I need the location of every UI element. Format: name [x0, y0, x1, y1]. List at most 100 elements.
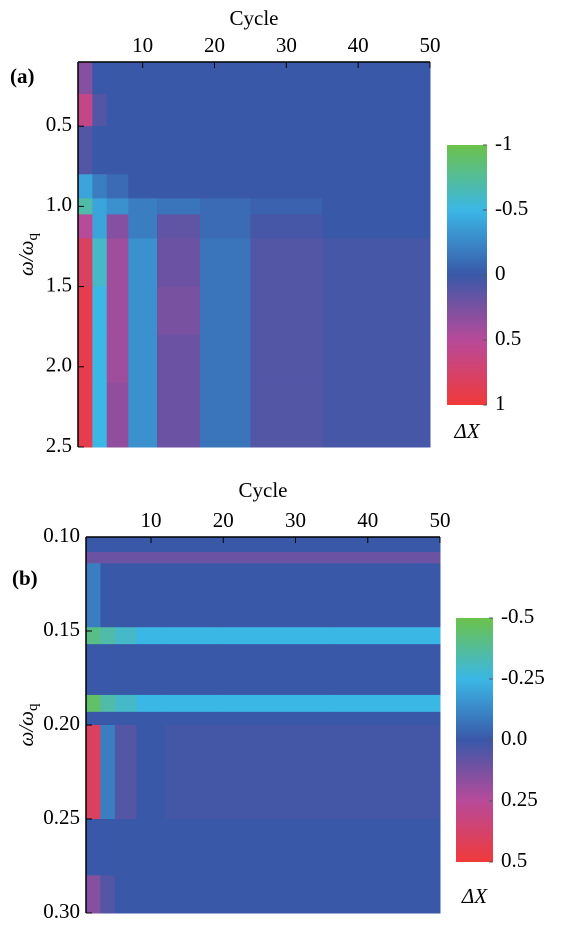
- heatmap-cell: [78, 126, 93, 175]
- heatmap-cell: [78, 174, 93, 199]
- heatmap-cell: [165, 644, 224, 696]
- heatmap-cell: [331, 537, 441, 553]
- heatmap-cell: [128, 94, 158, 127]
- heatmap-cell: [106, 238, 129, 288]
- heatmap-cell: [200, 286, 251, 336]
- heatmap-cell: [106, 286, 129, 336]
- heatmap-cell: [106, 382, 129, 448]
- heatmap-cell: [331, 875, 441, 914]
- heatmap-cell: [86, 537, 101, 553]
- heatmap-cell: [250, 286, 323, 336]
- heatmap-cell: [250, 126, 323, 175]
- heatmap-cell: [200, 214, 251, 239]
- heatmap-cell: [322, 214, 431, 239]
- heatmap-cell: [200, 126, 251, 175]
- heatmap-cell: [250, 214, 323, 239]
- heatmap-cell: [86, 644, 101, 696]
- heatmap-cell: [322, 286, 431, 336]
- heatmap-cell: [157, 382, 201, 448]
- colorbar-label: ΔX: [453, 419, 480, 443]
- heatmap-cell: [128, 198, 158, 215]
- y-tick-label: 0.10: [43, 523, 80, 547]
- heatmap-cell: [78, 238, 93, 288]
- heatmap-cell: [157, 62, 201, 95]
- y-axis-label-main: ω/ω: [14, 711, 38, 747]
- heatmap-cell: [165, 537, 224, 553]
- heatmap-cell: [78, 286, 93, 336]
- heatmap-cell: [223, 537, 333, 553]
- heatmap-cell: [114, 819, 138, 876]
- y-tick-label: 2.5: [46, 433, 72, 457]
- heatmap-cell: [331, 725, 441, 820]
- heatmap-cell: [250, 174, 323, 199]
- heatmap-cell: [322, 62, 431, 95]
- heatmap-cell: [250, 238, 323, 288]
- heatmap-cell: [157, 174, 201, 199]
- heatmap-cell: [128, 286, 158, 336]
- y-axis-label: ω/ωq: [14, 703, 42, 747]
- heatmap-cell: [100, 725, 116, 820]
- x-tick-label: 20: [204, 33, 225, 57]
- colorbar-tick-label: 1: [495, 391, 506, 415]
- heatmap-cell: [223, 875, 333, 914]
- heatmap-cell: [78, 94, 93, 127]
- x-tick-label: 30: [276, 33, 297, 57]
- heatmap-cell: [114, 537, 138, 553]
- heatmap-cell: [165, 627, 224, 645]
- heatmap-cell: [100, 552, 116, 564]
- heatmap-cell: [128, 214, 158, 239]
- heatmap-cell: [157, 286, 201, 336]
- heatmap-cell: [114, 711, 138, 726]
- heatmap-cell: [157, 238, 201, 288]
- colorbar-label: ΔX: [461, 884, 488, 908]
- heatmap-cell: [106, 334, 129, 384]
- heatmap-cell: [100, 694, 116, 713]
- heatmap-cell: [200, 174, 251, 199]
- heatmap-cell: [106, 174, 129, 199]
- heatmap-cell: [165, 694, 224, 713]
- heatmap-cell: [136, 875, 166, 914]
- heatmap-cell: [200, 238, 251, 288]
- heatmap-cell: [136, 563, 166, 628]
- heatmap-cell: [165, 725, 224, 820]
- heatmap-cell: [92, 214, 108, 239]
- heatmap-cell: [165, 819, 224, 876]
- x-tick-label: 50: [430, 508, 451, 532]
- heatmap-cell: [106, 62, 129, 95]
- heatmap-cell: [331, 627, 441, 645]
- heatmap-cell: [331, 563, 441, 628]
- y-tick-label: 0.20: [43, 711, 80, 735]
- colorbar-tick-label: 0.5: [501, 848, 527, 872]
- y-tick-label: 0.5: [46, 112, 72, 136]
- heatmap-cell: [78, 214, 93, 239]
- y-tick-label: 1.5: [46, 272, 72, 296]
- heatmap-cell: [92, 198, 108, 215]
- heatmap-cell: [100, 711, 116, 726]
- colorbar-tick-label: -0.5: [501, 604, 534, 628]
- colorbar-tick-label: -1: [495, 131, 513, 155]
- heatmap-cell: [331, 644, 441, 696]
- heatmap-cell: [157, 198, 201, 215]
- heatmap-cell: [136, 819, 166, 876]
- y-tick-label: 0.30: [43, 899, 80, 923]
- y-tick-label: 2.0: [46, 353, 72, 377]
- heatmap-cell: [223, 725, 333, 820]
- heatmap-cell: [78, 62, 93, 95]
- heatmap-cell: [200, 94, 251, 127]
- heatmap-cell: [136, 711, 166, 726]
- heatmap-cell: [157, 94, 201, 127]
- heatmap-cell: [86, 694, 101, 713]
- heatmap-cell: [128, 334, 158, 384]
- heatmap-cell: [322, 174, 431, 199]
- heatmap-cell: [223, 694, 333, 713]
- colorbar: [447, 145, 487, 405]
- heatmap-cell: [114, 552, 138, 564]
- heatmap-cell: [128, 126, 158, 175]
- y-axis-label-main: ω/ω: [14, 241, 38, 277]
- heatmap-cell: [165, 875, 224, 914]
- heatmap-cell: [128, 174, 158, 199]
- y-tick-label: 0.15: [43, 617, 80, 641]
- heatmap-cell: [322, 126, 431, 175]
- heatmap-cell: [165, 563, 224, 628]
